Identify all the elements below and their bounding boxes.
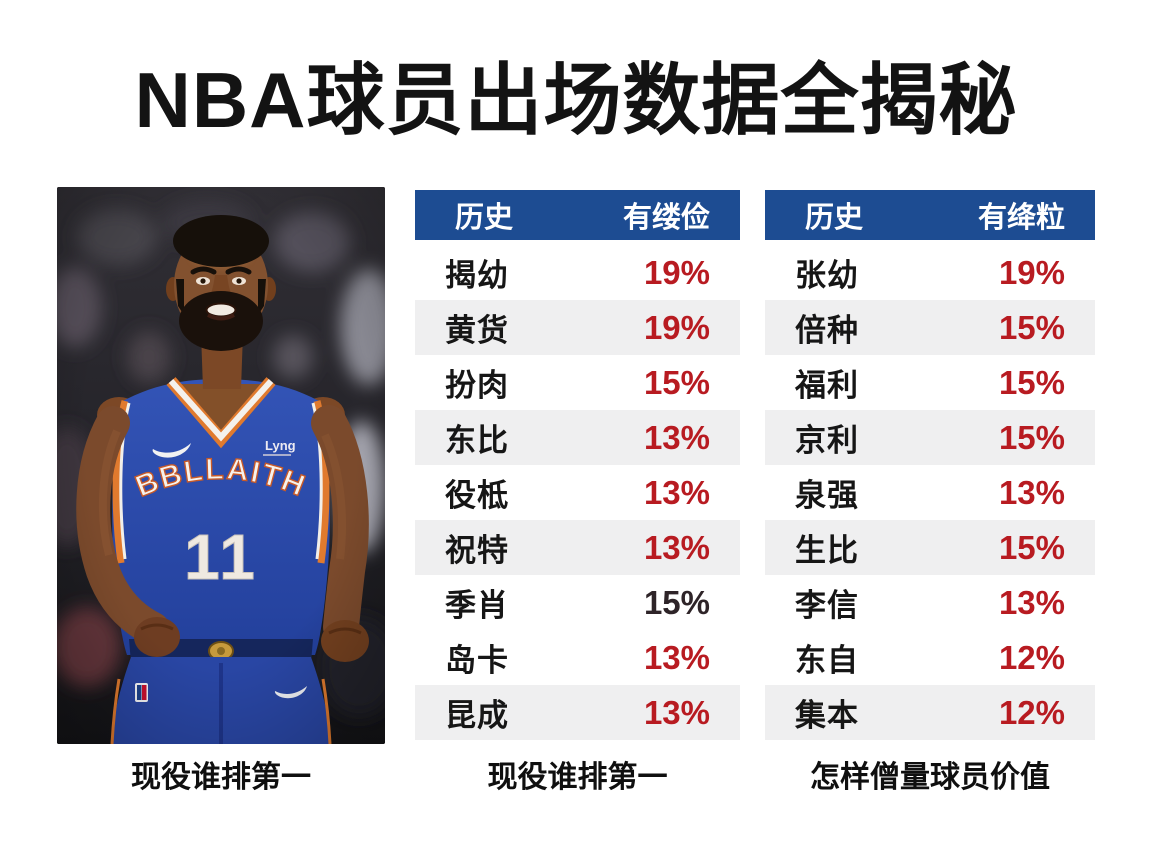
player-value: 19% (643, 253, 710, 291)
table-row: 生比 15% (765, 520, 1095, 575)
player-value: 15% (998, 418, 1065, 456)
table-row: 京利 15% (765, 410, 1095, 465)
player-name: 东自 (795, 643, 859, 678)
player-value: 13% (643, 418, 710, 456)
table-2-header-value: 有绛粒 (977, 202, 1065, 234)
table-row: 李信 13% (765, 575, 1095, 630)
table-2-header-name: 历史 (805, 202, 864, 234)
player-value: 13% (998, 583, 1065, 621)
player-name: 扮肉 (445, 368, 509, 403)
player-value: 15% (998, 363, 1065, 401)
player-name: 泉强 (795, 478, 859, 513)
player-name: 祝特 (445, 533, 509, 568)
player-name: 役柢 (445, 478, 509, 513)
table-1-caption: 现役谁排第一 (487, 761, 668, 794)
player-photo: BBLLAITH 11 Lyng (57, 187, 385, 744)
table-1-header-value: 有缕俭 (622, 202, 710, 234)
player-name: 李信 (795, 588, 859, 623)
player-value: 15% (998, 528, 1065, 566)
table-row: 东比 13% (415, 410, 740, 465)
table-row: 扮肉 15% (415, 355, 740, 410)
table-row: 黄货 19% (415, 300, 740, 355)
table-row: 季肖 15% (415, 575, 740, 630)
player-value: 12% (998, 638, 1065, 676)
table-row: 祝特 13% (415, 520, 740, 575)
player-name: 福利 (795, 368, 859, 403)
player-name: 张幼 (795, 258, 859, 293)
table-1-rows: 揭幼 19% 黄货 19% 扮肉 15% 东比 13% 役柢 13% 祝特 13% 季肖 15… (415, 245, 740, 740)
photo-caption: 现役谁排第一 (131, 761, 311, 794)
table-2-rows: 张幼 19% 倍种 15% 福利 15% 京利 15% 泉强 13% 生比 15% 李信 13… (765, 245, 1095, 740)
table-1-header: 历史 有缕俭 (415, 190, 740, 240)
player-value: 19% (643, 308, 710, 346)
table-2-caption: 怎样僧量球员价值 (810, 761, 1050, 794)
player-value: 13% (643, 638, 710, 676)
page-title: NBA球员出场数据全揭秘 (134, 56, 1018, 144)
player-name: 黄货 (445, 313, 509, 348)
table-row: 泉强 13% (765, 465, 1095, 520)
player-value: 19% (998, 253, 1065, 291)
table-1-header-name: 历史 (455, 202, 514, 234)
player-value: 15% (643, 363, 710, 401)
table-row: 张幼 19% (765, 245, 1095, 300)
vignette-overlay (57, 187, 385, 744)
player-value: 13% (643, 528, 710, 566)
table-2-header: 历史 有绛粒 (765, 190, 1095, 240)
table-row: 福利 15% (765, 355, 1095, 410)
player-value: 12% (998, 693, 1065, 731)
stats-table-2: 历史 有绛粒 张幼 19% 倍种 15% 福利 15% 京利 15% 泉强 13% 生比 1… (765, 190, 1095, 740)
player-name: 集本 (795, 698, 859, 733)
player-value: 15% (998, 308, 1065, 346)
table-row: 揭幼 19% (415, 245, 740, 300)
player-name: 倍种 (795, 313, 859, 348)
player-value: 13% (643, 473, 710, 511)
player-value: 13% (998, 473, 1065, 511)
table-row: 役柢 13% (415, 465, 740, 520)
player-photo-illustration: BBLLAITH 11 Lyng (57, 187, 385, 744)
player-name: 岛卡 (445, 643, 509, 678)
player-value: 15% (643, 583, 710, 621)
player-name: 昆成 (445, 698, 509, 733)
table-row: 东自 12% (765, 630, 1095, 685)
table-row: 倍种 15% (765, 300, 1095, 355)
table-row: 集本 12% (765, 685, 1095, 740)
player-name: 京利 (795, 423, 859, 458)
table-row: 昆成 13% (415, 685, 740, 740)
player-name: 东比 (445, 423, 509, 458)
player-name: 季肖 (445, 588, 509, 623)
player-name: 生比 (795, 533, 859, 568)
player-value: 13% (643, 693, 710, 731)
table-row: 岛卡 13% (415, 630, 740, 685)
stats-table-1: 历史 有缕俭 揭幼 19% 黄货 19% 扮肉 15% 东比 13% 役柢 13% 祝特 1… (415, 190, 740, 740)
player-name: 揭幼 (445, 258, 509, 293)
